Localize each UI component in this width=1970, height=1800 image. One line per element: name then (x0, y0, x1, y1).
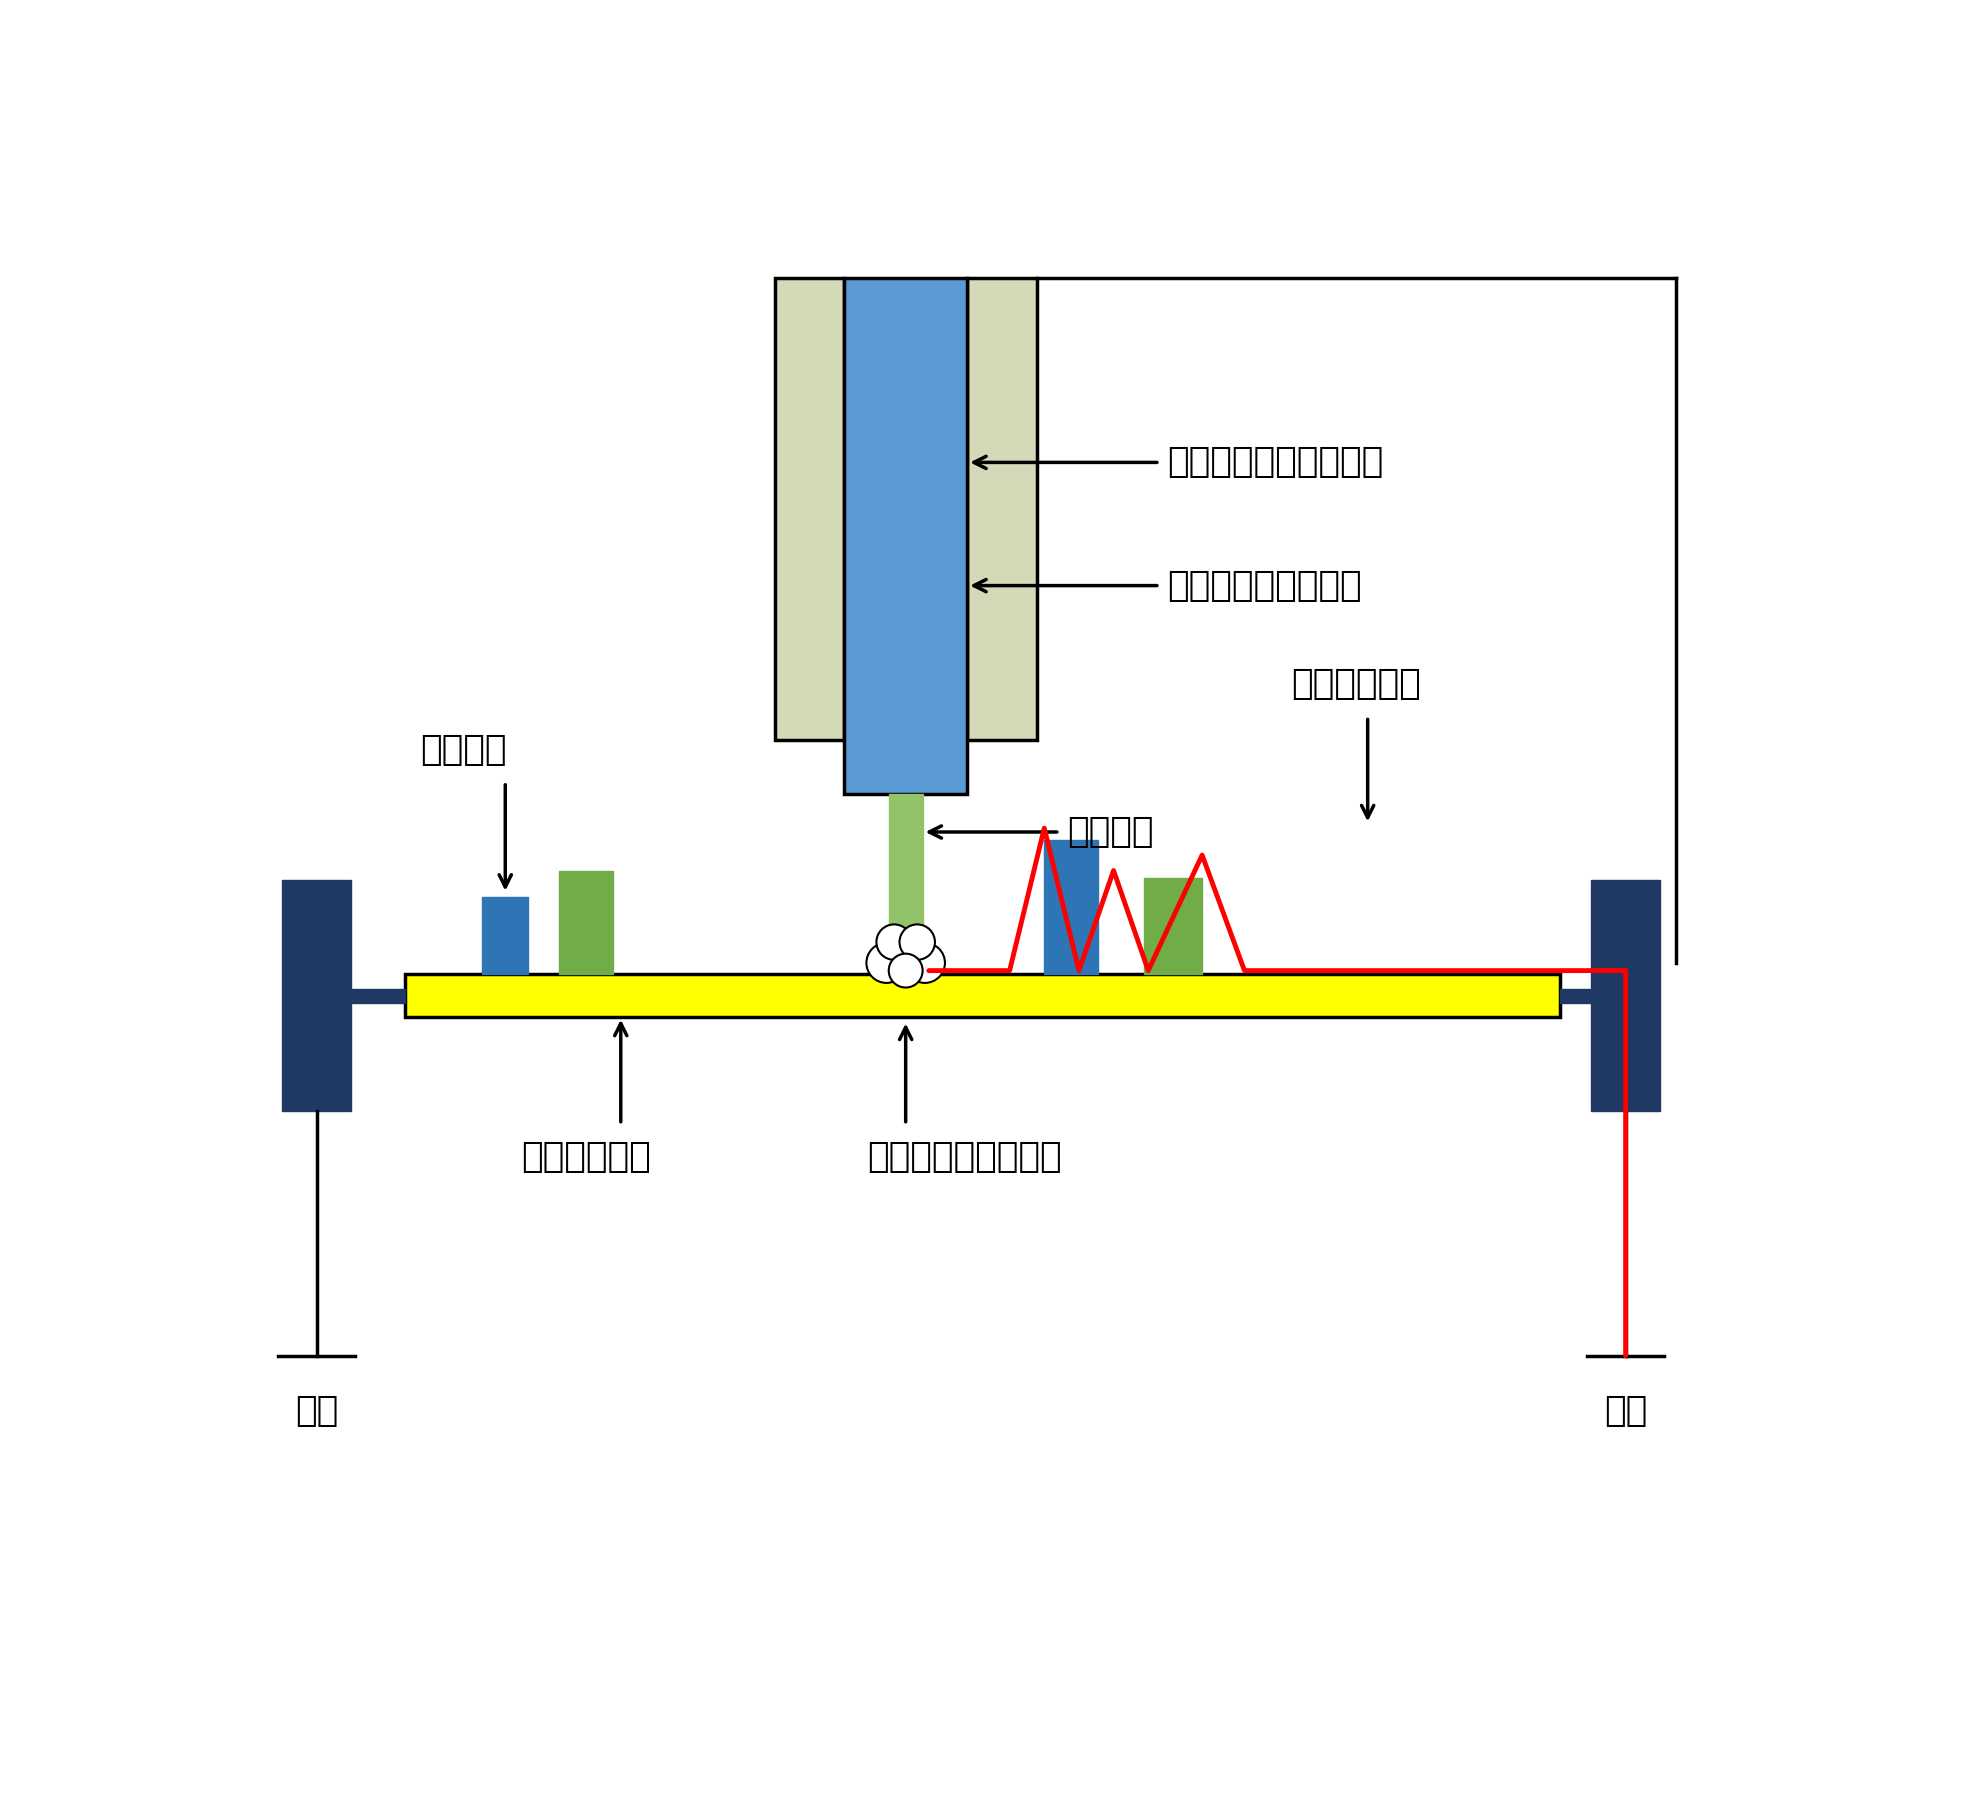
Text: 電子部品: 電子部品 (420, 733, 506, 767)
Bar (351, 988, 406, 1003)
Bar (843, 277, 967, 794)
Text: 静電気の流れ: 静電気の流れ (1290, 668, 1420, 700)
Text: スピンドルハウジング: スピンドルハウジング (1168, 445, 1383, 479)
Bar (282, 880, 351, 1111)
Circle shape (877, 925, 912, 959)
Circle shape (888, 954, 922, 988)
Text: 筐体: 筐体 (296, 1393, 339, 1427)
Bar (406, 974, 1560, 1017)
Text: 切削工具: 切削工具 (1068, 815, 1154, 850)
Bar (774, 277, 843, 740)
Bar (1592, 880, 1661, 1111)
Bar (967, 277, 1036, 740)
Bar (559, 871, 613, 974)
Text: プリント基板: プリント基板 (520, 1139, 650, 1174)
Circle shape (900, 925, 936, 959)
Text: 基板での静電気放電: 基板での静電気放電 (867, 1139, 1062, 1174)
Text: 筐体: 筐体 (1604, 1393, 1647, 1427)
Circle shape (867, 943, 906, 983)
Circle shape (904, 943, 946, 983)
Bar (1560, 988, 1592, 1003)
Bar (483, 898, 528, 974)
Bar (1044, 839, 1097, 974)
Circle shape (881, 929, 930, 977)
Bar (1145, 878, 1202, 974)
Bar (888, 794, 922, 983)
Text: スピンドルシャフト: スピンドルシャフト (1168, 569, 1361, 603)
